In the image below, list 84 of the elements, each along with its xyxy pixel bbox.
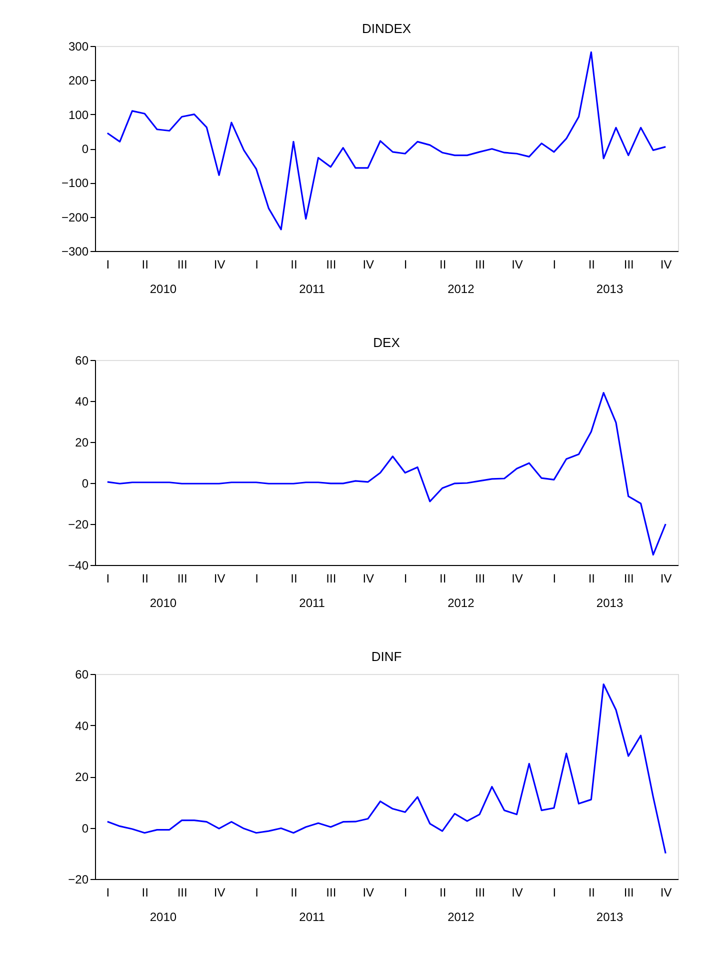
x-tick-label: II bbox=[588, 258, 596, 272]
y-tick-label: −300 bbox=[61, 244, 89, 258]
x-tick-label: II bbox=[439, 572, 446, 586]
x-tick-label: II bbox=[142, 886, 148, 900]
x-tick-label: III bbox=[624, 258, 634, 272]
x-tick-label: I bbox=[552, 258, 556, 272]
text: 2011 bbox=[299, 596, 326, 610]
text: 2013 bbox=[596, 282, 624, 296]
y-tick-label: 100 bbox=[68, 108, 89, 122]
text: 2011 bbox=[299, 282, 326, 296]
x-tick-label: IV bbox=[214, 886, 226, 900]
x-tick-label: III bbox=[326, 572, 336, 586]
x-tick-label: IV bbox=[512, 886, 523, 900]
text: 2012 bbox=[448, 596, 475, 610]
x-tick-label: IV bbox=[660, 258, 672, 272]
y-tick-label: 60 bbox=[75, 354, 89, 368]
x-tick-label: III bbox=[177, 258, 188, 272]
x-tick-label: III bbox=[624, 886, 634, 900]
x-tick-label: I bbox=[552, 886, 556, 900]
x-tick-label: II bbox=[290, 886, 298, 900]
y-tick-label: −40 bbox=[68, 558, 89, 572]
text: 2012 bbox=[448, 910, 475, 924]
x-tick-label: II bbox=[290, 572, 298, 586]
x-tick-label: IV bbox=[214, 258, 226, 272]
x-tick-label: III bbox=[326, 258, 336, 272]
x-tick-label: III bbox=[475, 258, 486, 272]
line-series bbox=[106, 51, 666, 230]
text: 2013 bbox=[596, 596, 624, 610]
text: 2010 bbox=[150, 282, 177, 296]
x-tick-label: III bbox=[475, 886, 486, 900]
chart-title: DINF bbox=[371, 649, 402, 664]
y-tick-label: 0 bbox=[82, 821, 89, 836]
y-tick-label: 0 bbox=[82, 476, 89, 490]
y-tick-label: −200 bbox=[61, 210, 89, 224]
x-tick-label: I bbox=[106, 258, 110, 272]
x-tick-label: IV bbox=[362, 572, 374, 586]
text: 2010 bbox=[150, 596, 177, 610]
x-tick-label: I bbox=[255, 258, 258, 272]
y-tick-label: −20 bbox=[68, 518, 89, 532]
text: 2010 bbox=[150, 910, 177, 924]
y-tick-label: 20 bbox=[75, 770, 89, 784]
y-tick-label: 60 bbox=[75, 668, 89, 682]
x-tick-label: I bbox=[552, 572, 556, 586]
x-tick-label: IV bbox=[214, 572, 226, 586]
x-tick-label: II bbox=[588, 886, 596, 900]
x-tick-label: II bbox=[290, 258, 298, 272]
x-tick-label: I bbox=[404, 886, 408, 900]
chart-title: DINDEX bbox=[362, 21, 412, 36]
x-tick-label: II bbox=[588, 572, 596, 586]
x-tick-label: IV bbox=[660, 886, 672, 900]
x-tick-label: III bbox=[624, 572, 634, 586]
x-tick-label: I bbox=[404, 572, 408, 586]
x-tick-label: III bbox=[475, 572, 486, 586]
x-tick-label: III bbox=[177, 572, 188, 586]
x-tick-label: I bbox=[106, 572, 110, 586]
x-tick-label: I bbox=[255, 886, 258, 900]
y-tick-label: 20 bbox=[75, 436, 89, 450]
y-tick-label: −100 bbox=[61, 176, 89, 190]
x-tick-label: I bbox=[106, 886, 110, 900]
line-series bbox=[106, 683, 666, 854]
y-tick-label: −20 bbox=[68, 872, 89, 886]
x-tick-label: II bbox=[142, 572, 148, 586]
x-tick-label: I bbox=[255, 572, 258, 586]
y-tick-label: 40 bbox=[75, 718, 89, 733]
x-tick-label: IV bbox=[362, 258, 374, 272]
y-tick-label: 300 bbox=[68, 40, 89, 54]
text: 2011 bbox=[299, 910, 326, 924]
y-tick-label: 200 bbox=[68, 74, 89, 88]
line-series bbox=[106, 392, 666, 556]
x-tick-label: III bbox=[326, 886, 336, 900]
x-tick-label: IV bbox=[660, 572, 672, 586]
y-tick-label: 0 bbox=[82, 142, 89, 156]
x-tick-label: II bbox=[439, 258, 446, 272]
y-tick-label: 40 bbox=[75, 394, 89, 408]
x-tick-label: IV bbox=[512, 572, 523, 586]
x-tick-label: III bbox=[177, 886, 188, 900]
chart-title: DEX bbox=[373, 335, 400, 350]
x-tick-label: IV bbox=[512, 258, 523, 272]
x-tick-label: II bbox=[439, 886, 446, 900]
x-tick-label: IV bbox=[362, 886, 374, 900]
x-tick-label: I bbox=[404, 258, 408, 272]
text: 2013 bbox=[596, 910, 624, 924]
text: 2012 bbox=[448, 282, 475, 296]
x-tick-label: II bbox=[142, 258, 148, 272]
